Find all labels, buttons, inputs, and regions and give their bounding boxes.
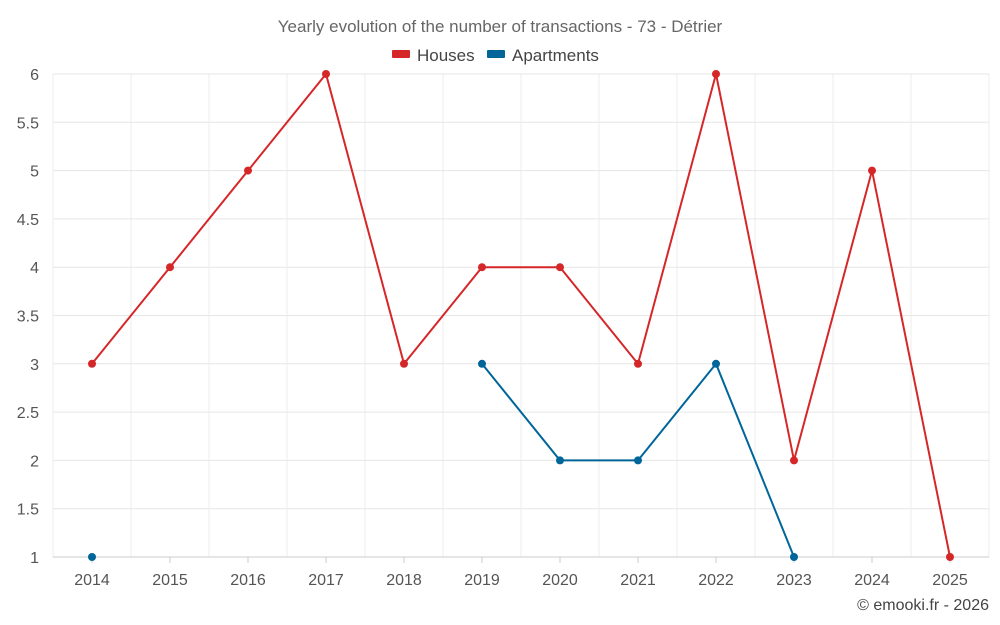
data-point-apartments[interactable] [712,359,720,368]
x-tick-label: 2020 [542,572,578,589]
x-tick-label: 2019 [464,572,500,589]
x-tick-label: 2015 [152,572,188,589]
x-tick-label: 2014 [74,572,110,589]
y-tick-label: 1.5 [17,502,39,519]
series-line-houses [91,73,951,558]
gridlines [52,73,990,558]
y-axis: 1 1.5 2 2.5 3 3.5 4 4.5 5 5.5 6 [17,67,39,567]
data-point-apartments[interactable] [478,359,486,368]
data-point-houses[interactable] [946,553,954,561]
data-point-houses[interactable] [322,70,330,78]
x-tick-label: 2022 [698,572,734,589]
x-tick-label: 2021 [620,572,656,589]
data-point-houses[interactable] [556,263,564,272]
series-points [88,70,954,561]
legend-label-houses: Houses [417,46,475,65]
data-point-houses[interactable] [790,456,798,465]
data-point-apartments[interactable] [556,456,564,465]
y-tick-label: 1 [30,550,39,567]
x-axis: 2014 2015 2016 2017 2018 2019 2020 2021 2022 2023… [53,556,989,589]
data-point-houses[interactable] [868,166,876,175]
y-tick-label: 3 [30,357,39,374]
data-point-houses[interactable] [478,263,486,272]
data-point-houses[interactable] [400,359,408,368]
legend-item-houses[interactable]: Houses [392,46,475,65]
x-tick-label: 2017 [308,572,344,589]
data-point-houses[interactable] [634,359,642,368]
legend-label-apartments: Apartments [512,46,599,65]
data-point-apartments[interactable] [634,456,642,465]
legend-swatch-houses [392,50,410,58]
data-point-houses[interactable] [712,70,720,78]
legend: Houses Apartments [392,46,599,65]
x-tick-label: 2025 [932,572,968,589]
y-tick-label: 2 [30,453,39,470]
y-tick-label: 6 [30,67,39,84]
data-point-apartments[interactable] [790,553,798,561]
data-point-houses[interactable] [166,263,174,272]
y-tick-label: 5 [30,164,39,181]
y-tick-label: 4 [30,260,39,277]
data-point-houses[interactable] [244,166,252,175]
chart-title: Yearly evolution of the number of transa… [278,17,723,36]
data-point-apartments[interactable] [88,553,96,561]
legend-swatch-apartments [487,50,505,58]
y-tick-label: 2.5 [17,405,39,422]
x-tick-label: 2024 [854,572,890,589]
x-tick-label: 2016 [230,572,266,589]
legend-item-apartments[interactable]: Apartments [487,46,599,65]
x-tick-label: 2023 [776,572,812,589]
x-tick-label: 2018 [386,572,422,589]
y-tick-label: 3.5 [17,309,39,326]
credit-text: © emooki.fr - 2026 [857,597,989,614]
data-point-houses[interactable] [88,359,96,368]
y-tick-label: 4.5 [17,212,39,229]
y-tick-label: 5.5 [17,115,39,132]
